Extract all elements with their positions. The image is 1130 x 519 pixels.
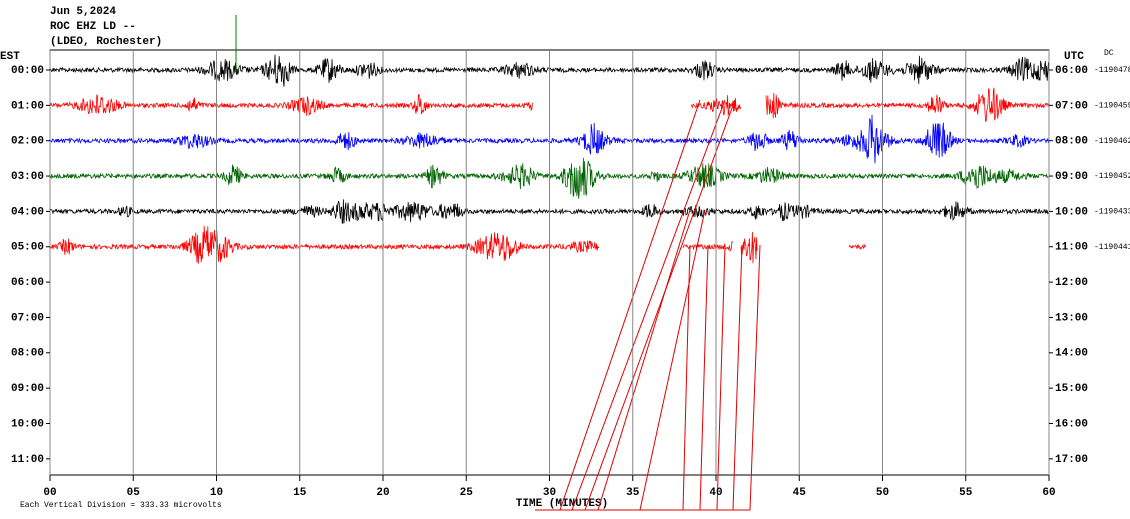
left-axis-title: EST [0,51,20,63]
y2-tick-label: 15:00 [1055,383,1088,395]
offset-title: DC [1104,49,1114,58]
x-tick-label: 35 [626,487,640,499]
y2-tick-label: 14:00 [1055,348,1088,360]
y-tick-label: 09:00 [11,383,44,395]
title-line: ROC EHZ LD -- [50,21,136,33]
y2-tick-label: 17:00 [1055,454,1088,466]
trace [49,93,533,116]
y-tick-label: 03:00 [11,171,44,183]
y-tick-label: 06:00 [11,277,44,289]
x-tick-label: 10 [210,487,223,499]
offset-label: -1190433 [1094,208,1130,217]
offset-label: -1190462 [1094,137,1130,146]
x-tick-label: 60 [1042,487,1055,499]
y-tick-label: 04:00 [11,206,44,218]
y-tick-label: 01:00 [11,100,44,112]
x-tick-label: 55 [959,487,973,499]
x-tick-label: 15 [293,487,307,499]
x-tick-label: 20 [376,487,389,499]
x-tick-label: 25 [460,487,474,499]
title-line: (LDEO, Rochester) [50,36,162,48]
x-tick-label: 05 [127,487,141,499]
y2-tick-label: 11:00 [1055,242,1088,254]
footnote: Each Vertical Division = 333.33 microvol… [20,501,222,510]
x-tick-label: 50 [876,487,889,499]
y2-tick-label: 09:00 [1055,171,1088,183]
y-tick-label: 07:00 [11,312,44,324]
y-tick-label: 08:00 [11,348,44,360]
y2-tick-label: 06:00 [1055,65,1088,77]
offset-label: -1190478 [1094,66,1130,75]
pick-lines [535,99,761,511]
y-tick-label: 02:00 [11,136,44,148]
y-tick-label: 00:00 [11,65,44,77]
x-tick-label: 40 [709,487,722,499]
trace [49,225,600,264]
y-tick-label: 11:00 [11,454,44,466]
trace [740,231,758,264]
y2-tick-label: 16:00 [1055,418,1088,430]
x-tick-label: 45 [793,487,807,499]
offset-label: -1190441 [1094,243,1130,252]
offset-label: -1190459 [1094,101,1130,110]
y-tick-label: 10:00 [11,418,44,430]
y-tick-label: 05:00 [11,242,44,254]
y2-tick-label: 12:00 [1055,277,1088,289]
title-line: Jun 5,2024 [50,6,116,18]
x-tick-label: 00 [43,487,56,499]
y2-tick-label: 08:00 [1055,136,1088,148]
y2-tick-label: 10:00 [1055,206,1088,218]
trace [765,87,1049,122]
offset-label: -1190452 [1094,172,1130,181]
trace [848,243,866,250]
y2-tick-label: 07:00 [1055,100,1088,112]
right-axis-title: UTC [1064,51,1084,63]
x-tick-label: 30 [543,487,556,499]
y2-tick-label: 13:00 [1055,312,1088,324]
